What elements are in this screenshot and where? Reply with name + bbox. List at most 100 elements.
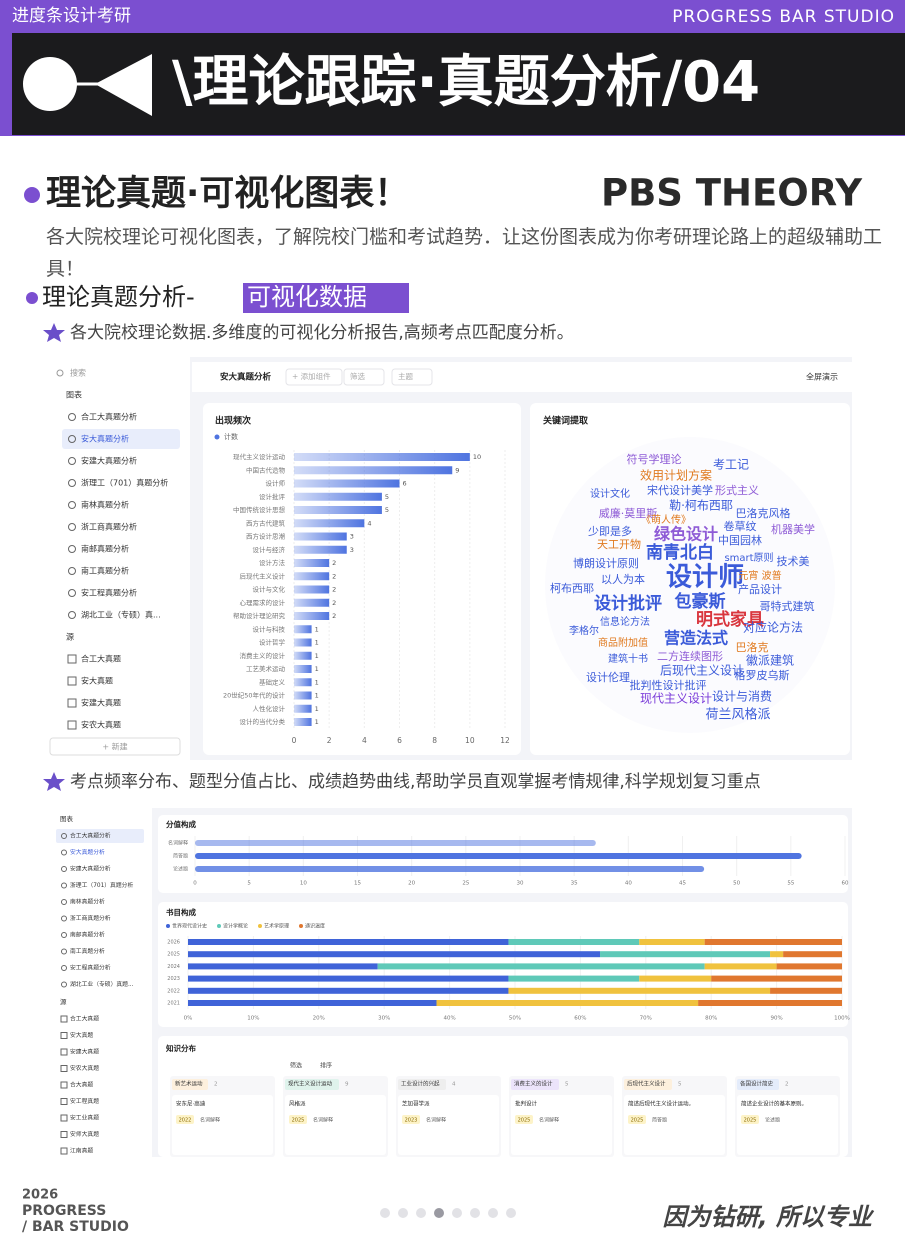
item-icon xyxy=(68,413,76,421)
item-icon xyxy=(68,479,76,487)
item-icon xyxy=(61,833,67,839)
legend-label: 计数 xyxy=(224,432,238,441)
keyword: 格罗皮乌斯 xyxy=(735,668,790,682)
bar-segment xyxy=(698,1000,842,1006)
label: 南工真题分析 xyxy=(81,566,129,576)
keyword: 宋代设计美学 xyxy=(647,483,713,497)
item-icon xyxy=(67,698,77,708)
card-title: 芝加哥学派 xyxy=(402,1100,430,1108)
year-tag xyxy=(176,1115,194,1124)
category-label: 西方古代建筑 xyxy=(246,518,286,527)
keyword: 产品设计 xyxy=(738,582,782,596)
label: 合工大真题 xyxy=(70,1015,99,1023)
value-label: 5 xyxy=(385,506,389,514)
keyword: 技术美 xyxy=(777,555,810,568)
card-title: 风格派 xyxy=(289,1100,306,1108)
highlight: 可视化数据 xyxy=(247,283,367,311)
category-label: 设计哲学 xyxy=(259,638,286,647)
year: 2023 xyxy=(405,1118,418,1124)
dot xyxy=(506,1208,516,1218)
bar-segment xyxy=(436,1000,699,1006)
bar xyxy=(294,638,312,647)
keyword: 考工记 xyxy=(713,458,749,472)
kind: 名词解释 xyxy=(313,1117,333,1124)
item-icon xyxy=(60,1048,68,1056)
kind: 论述题 xyxy=(765,1117,780,1124)
category-label: 名词解释 xyxy=(168,840,188,847)
toolbar-button: 筛选 xyxy=(290,1062,302,1070)
x-tick-label: 5 xyxy=(247,881,251,887)
column-count: 9 xyxy=(345,1082,349,1088)
x-tick-label: 55 xyxy=(787,881,794,887)
kanban-card xyxy=(511,1095,612,1155)
x-tick-label: 10 xyxy=(300,881,307,887)
bar-segment xyxy=(704,963,777,970)
kind: 简答题 xyxy=(652,1117,667,1124)
keyword: 中国园林 xyxy=(718,533,762,547)
kanban-card xyxy=(737,1095,838,1155)
category-label: 中国传统设计思想 xyxy=(233,505,286,514)
bar xyxy=(294,625,312,634)
column-tag xyxy=(511,1079,559,1090)
bar-segment xyxy=(188,939,509,945)
bar-segment xyxy=(770,987,842,994)
category-label: 人性化设计 xyxy=(253,704,286,713)
category-label: 2025 xyxy=(167,952,180,958)
item-icon xyxy=(61,915,67,922)
value-label: 1 xyxy=(315,692,319,700)
category-label: 设计与科技 xyxy=(253,624,286,633)
item-icon xyxy=(60,1114,68,1122)
dot xyxy=(452,1208,462,1218)
search-icon xyxy=(56,369,64,377)
x-tick-label: 25 xyxy=(462,881,469,887)
label: + 添加组件 xyxy=(292,371,331,381)
column-name: 新艺术运动 xyxy=(175,1080,203,1088)
toolbar-button[interactable] xyxy=(391,368,433,386)
year-tag xyxy=(628,1115,646,1124)
value-label: 1 xyxy=(315,652,319,660)
bar-segment xyxy=(188,963,378,970)
x-tick-label: 30 xyxy=(517,881,524,887)
keyword: 商品附加值 xyxy=(598,636,648,649)
column-count: 2 xyxy=(785,1082,789,1088)
item-icon xyxy=(68,567,76,575)
category-label: 设计方法 xyxy=(259,558,286,567)
legend-label: 艺术学原理 xyxy=(264,923,289,930)
category-label: 消费主义的设计 xyxy=(240,651,286,660)
x-tick-label: 35 xyxy=(571,881,578,887)
bar xyxy=(294,585,330,594)
value-label: 1 xyxy=(315,718,319,726)
toolbar-button[interactable] xyxy=(285,368,343,386)
label: 南林真题分析 xyxy=(81,500,129,510)
new-button[interactable] xyxy=(49,737,181,756)
value-label: 3 xyxy=(350,546,354,554)
label: 主题 xyxy=(398,371,413,381)
bar-segment xyxy=(704,939,842,945)
x-tick-label: 60% xyxy=(574,1016,586,1022)
intro-text: 各大院校理论可视化图表，了解院校门槛和考试趋势．让这份图表成为你考研理论路上的超… xyxy=(46,226,883,280)
keyword: 二方连续图形 xyxy=(657,649,723,663)
card-title: 简述后现代主义设计运动。 xyxy=(628,1100,694,1108)
label: 浙工商真题分析 xyxy=(81,522,137,532)
column-name: 消费主义的设计 xyxy=(514,1080,553,1088)
header-tag: 进度条设计考研 xyxy=(12,6,131,26)
toolbar-button[interactable] xyxy=(343,368,385,386)
x-tick-label: 2 xyxy=(327,736,332,745)
item-icon xyxy=(61,882,67,889)
label: 安大真题分析 xyxy=(70,848,105,856)
bar xyxy=(294,506,382,514)
label: 湖北工业（专硕）真... xyxy=(81,610,161,620)
footer-year: 2026 xyxy=(22,1188,58,1203)
bar-segment xyxy=(188,975,509,982)
label: 安农大真题 xyxy=(70,1064,99,1072)
bar xyxy=(294,479,400,488)
keyword: 符号学理论 xyxy=(627,452,682,466)
keyword: 信息论方法 xyxy=(600,615,650,628)
bar xyxy=(294,678,312,687)
item-icon xyxy=(61,932,67,938)
item-icon xyxy=(61,948,67,955)
category-label: 2026 xyxy=(167,940,180,946)
value-label: 5 xyxy=(385,493,389,501)
toolbar-button: 排序 xyxy=(320,1062,332,1070)
category-label: 2024 xyxy=(167,964,180,970)
